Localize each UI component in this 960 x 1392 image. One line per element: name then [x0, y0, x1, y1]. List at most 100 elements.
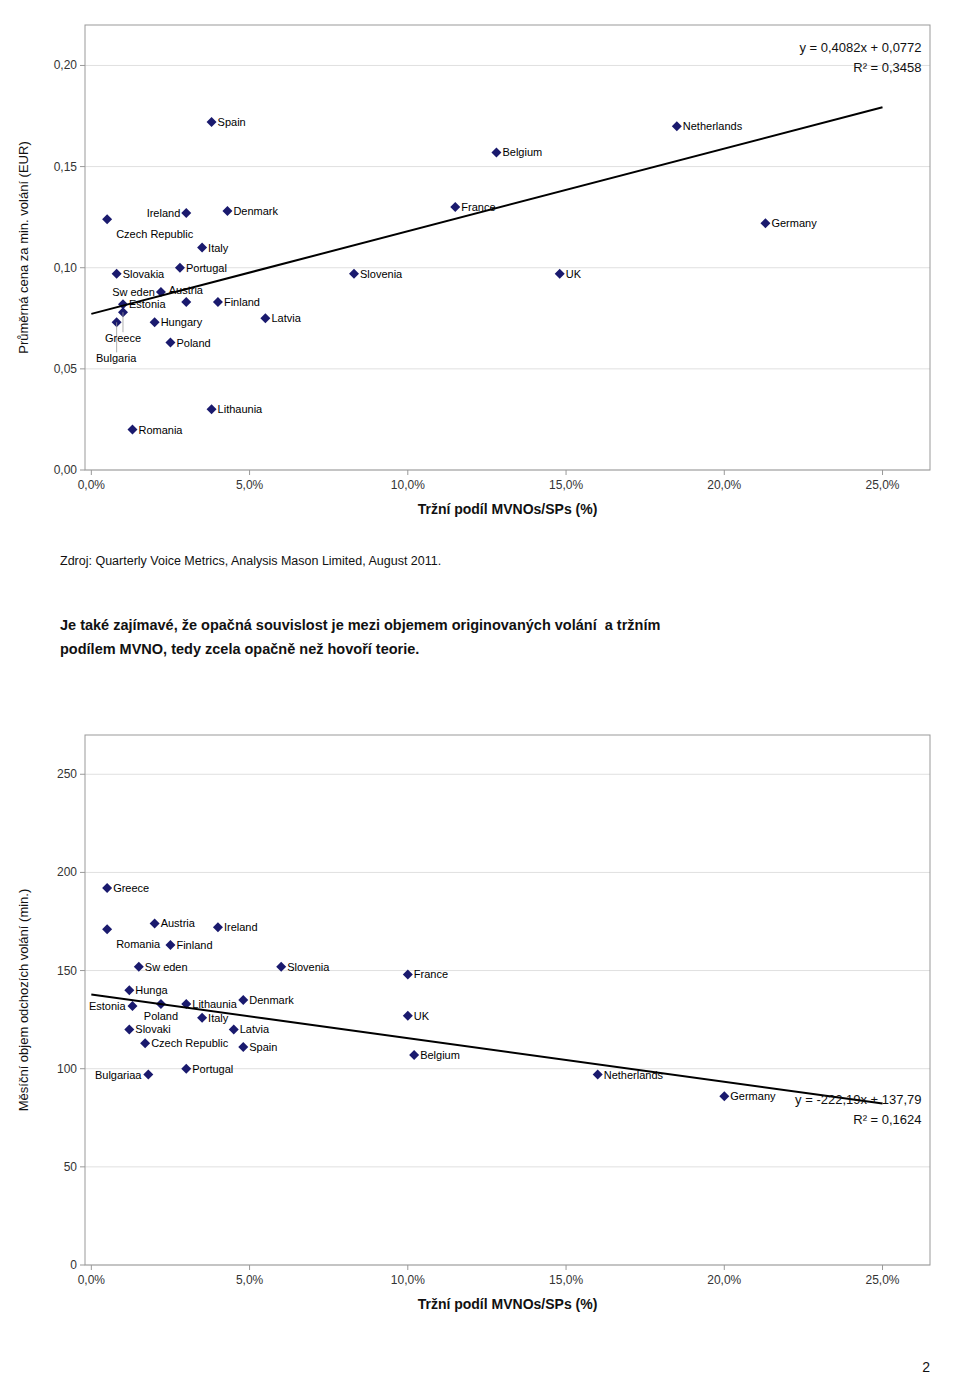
point-label: Lithaunia: [192, 998, 238, 1010]
grid-line: [85, 1166, 930, 1167]
y-tick: [80, 65, 85, 66]
y-tick: [80, 872, 85, 873]
chart: 0501001502002500,0%5,0%10,0%15,0%20,0%25…: [16, 735, 930, 1312]
point-label: Portugal: [186, 262, 227, 274]
point-label: Slovenia: [360, 268, 403, 280]
point-label: Sw eden: [112, 286, 155, 298]
point-label: Sw eden: [145, 961, 188, 973]
chart: 0,000,050,100,150,200,0%5,0%10,0%15,0%20…: [16, 25, 930, 517]
page-number: 2: [922, 1359, 930, 1375]
point-label: Finland: [176, 939, 212, 951]
point-label: UK: [414, 1010, 430, 1022]
point: [197, 243, 207, 253]
point: [143, 1070, 153, 1080]
point: [181, 297, 191, 307]
point-label: Germany: [730, 1090, 776, 1102]
grid-line: [85, 65, 930, 66]
point-label: Finland: [224, 296, 260, 308]
point-label: Germany: [771, 217, 817, 229]
point: [719, 1091, 729, 1101]
paragraph-text: Je také zajímavé, že opačná souvislost j…: [60, 617, 660, 633]
point-label: Austria: [161, 917, 196, 929]
point-labels: GreeceRomaniaAustriaSw edenFinlandIrelan…: [89, 882, 776, 1102]
point: [165, 338, 175, 348]
x-tick-label: 15,0%: [549, 1273, 583, 1287]
x-axis-label: Tržní podíl MVNOs/SPs (%): [418, 501, 598, 517]
y-tick: [80, 970, 85, 971]
y-tick-label: 0,05: [54, 362, 78, 376]
x-tick-label: 5,0%: [236, 478, 264, 492]
trendline: [91, 995, 882, 1104]
source-text: Zdroj: Quarterly Voice Metrics, Analysis…: [60, 554, 441, 568]
point: [276, 962, 286, 972]
x-tick: [724, 1265, 725, 1270]
point-label: Netherlands: [604, 1069, 664, 1081]
annotation: R² = 0,3458: [853, 60, 921, 75]
point: [124, 985, 134, 995]
x-tick: [407, 470, 408, 475]
point: [134, 962, 144, 972]
point: [349, 269, 359, 279]
y-tick-label: 0,00: [54, 463, 78, 477]
point: [760, 218, 770, 228]
x-tick-label: 0,0%: [78, 1273, 106, 1287]
point: [491, 147, 501, 157]
annotation: y = 0,4082x + 0,0772: [799, 40, 921, 55]
point: [181, 208, 191, 218]
point: [555, 269, 565, 279]
point-label: Ireland: [147, 207, 181, 219]
point-label: Hungary: [161, 316, 203, 328]
point-label: France: [414, 968, 448, 980]
point-label: Greece: [105, 332, 141, 344]
point-label: Romania: [116, 938, 161, 950]
x-tick-label: 25,0%: [866, 1273, 900, 1287]
point-label: Slovaki: [135, 1023, 170, 1035]
leader-line: [122, 312, 123, 332]
point-label: Portugal: [192, 1063, 233, 1075]
point: [124, 1024, 134, 1034]
grid-line: [85, 872, 930, 873]
point: [672, 121, 682, 131]
point: [140, 1038, 150, 1048]
paragraph-text: podílem MVNO, tedy zcela opačně než hovo…: [60, 641, 419, 657]
y-tick-label: 150: [57, 964, 77, 978]
point: [238, 1042, 248, 1052]
point: [593, 1070, 603, 1080]
x-tick: [566, 1265, 567, 1270]
point-label: Hunga: [135, 984, 168, 996]
point: [260, 313, 270, 323]
y-tick: [80, 166, 85, 167]
point: [112, 269, 122, 279]
y-tick-label: 250: [57, 767, 77, 781]
point: [403, 1011, 413, 1021]
annotation: y = -222,19x + 137,79: [795, 1092, 921, 1107]
y-tick: [80, 470, 85, 471]
y-tick: [80, 1166, 85, 1167]
x-tick: [724, 470, 725, 475]
x-tick-label: 25,0%: [866, 478, 900, 492]
point-label: Austria: [169, 284, 204, 296]
trendline: [91, 107, 882, 314]
x-tick-label: 20,0%: [707, 478, 741, 492]
y-tick: [80, 267, 85, 268]
point: [207, 404, 217, 414]
point: [165, 940, 175, 950]
point-labels: Czech RepublicIrelandDenmarkSpainItalySl…: [96, 116, 817, 435]
x-axis-label: Tržní podíl MVNOs/SPs (%): [418, 1296, 598, 1312]
y-axis-label: Měsíční objem odchozích volání (min.): [16, 889, 31, 1112]
x-tick-label: 5,0%: [236, 1273, 264, 1287]
y-axis-label: Průměrná cena za min. volání (EUR): [16, 141, 31, 353]
point-label: Bulgariaa: [95, 1069, 142, 1081]
point: [102, 214, 112, 224]
plot-data: [91, 883, 882, 1103]
point-label: Italy: [208, 242, 229, 254]
grid-line: [85, 970, 930, 971]
point: [213, 922, 223, 932]
point: [450, 202, 460, 212]
point-label: France: [461, 201, 495, 213]
x-tick-label: 0,0%: [78, 478, 106, 492]
grid-line: [85, 368, 930, 369]
x-tick: [882, 1265, 883, 1270]
point: [102, 924, 112, 934]
point-label: Poland: [144, 1010, 178, 1022]
